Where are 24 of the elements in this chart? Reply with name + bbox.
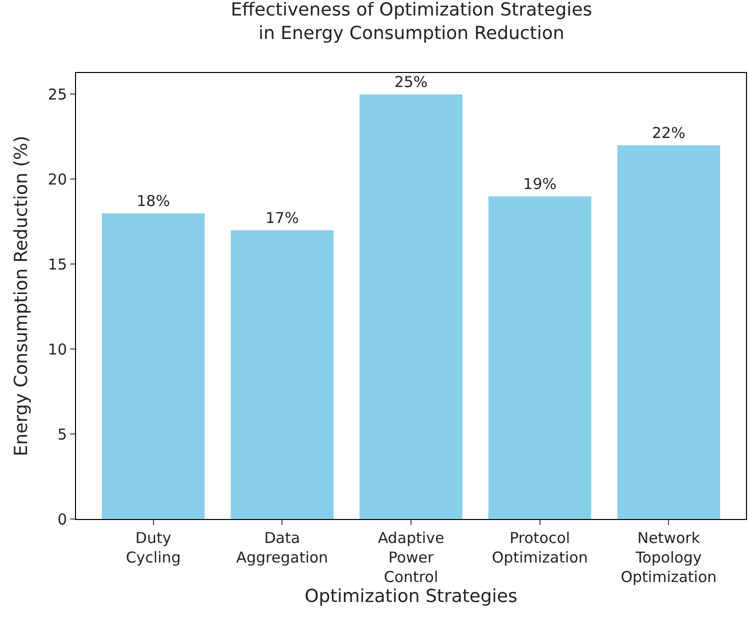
bar (102, 212, 206, 519)
y-tick-label: 25 (48, 85, 67, 104)
y-tick-label: 10 (48, 340, 67, 358)
x-tick-label: Protocol Optimization (492, 529, 588, 566)
y-tick-label: 20 (48, 170, 67, 188)
x-tick-label: Duty Cycling (126, 529, 181, 566)
y-tick-label: 5 (57, 425, 67, 444)
chart-title: Effectiveness of Optimization Strategies in Energy Consumption Reduction (230, 0, 592, 44)
data-label: 18% (136, 192, 170, 210)
bar (488, 196, 592, 519)
bar (230, 230, 334, 519)
x-tick-label: Data Aggregation (236, 529, 328, 566)
x-axis-title: Optimization Strategies (304, 586, 518, 608)
data-label: 17% (265, 209, 299, 228)
data-label: 25% (394, 73, 428, 92)
x-tick-label: Network Topology Optimization (620, 529, 717, 586)
bar (359, 94, 463, 519)
y-tick-label: 0 (57, 510, 67, 528)
y-axis-title: Energy Consumption Reduction (%) (11, 136, 32, 456)
bar (616, 144, 720, 519)
x-tick-label: Adaptive Power Control (378, 529, 444, 586)
y-tick-label: 15 (48, 255, 67, 274)
data-label: 19% (523, 175, 557, 194)
data-label: 22% (652, 124, 686, 142)
